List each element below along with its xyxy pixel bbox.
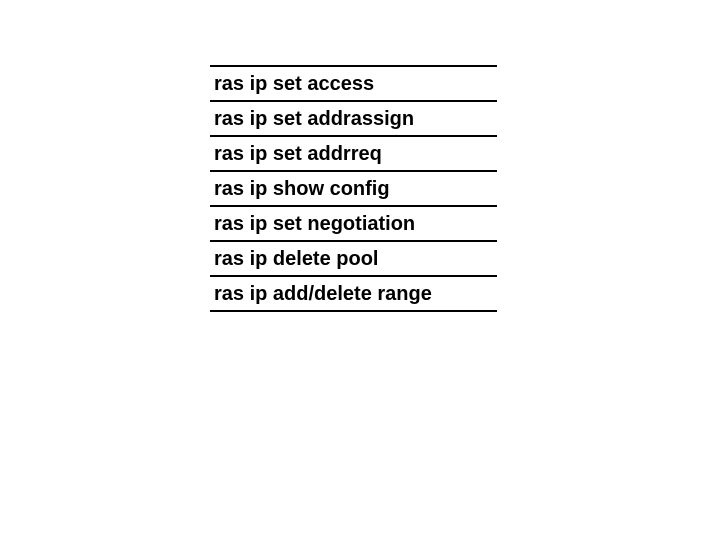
table-row: ras ip set access (210, 65, 497, 102)
table-row: ras ip set negotiation (210, 205, 497, 242)
table-row: ras ip set addrreq (210, 135, 497, 172)
command-text: ras ip show config (214, 178, 390, 200)
command-text: ras ip delete pool (214, 248, 378, 270)
table-row: ras ip add/delete range (210, 275, 497, 312)
command-text: ras ip set negotiation (214, 213, 415, 235)
table-row: ras ip set addrassign (210, 100, 497, 137)
table-row: ras ip show config (210, 170, 497, 207)
table-row: ras ip delete pool (210, 240, 497, 277)
command-text: ras ip set access (214, 73, 374, 95)
command-text: ras ip add/delete range (214, 283, 432, 305)
command-text: ras ip set addrassign (214, 108, 414, 130)
command-table: ras ip set access ras ip set addrassign … (210, 65, 497, 312)
command-text: ras ip set addrreq (214, 143, 382, 165)
